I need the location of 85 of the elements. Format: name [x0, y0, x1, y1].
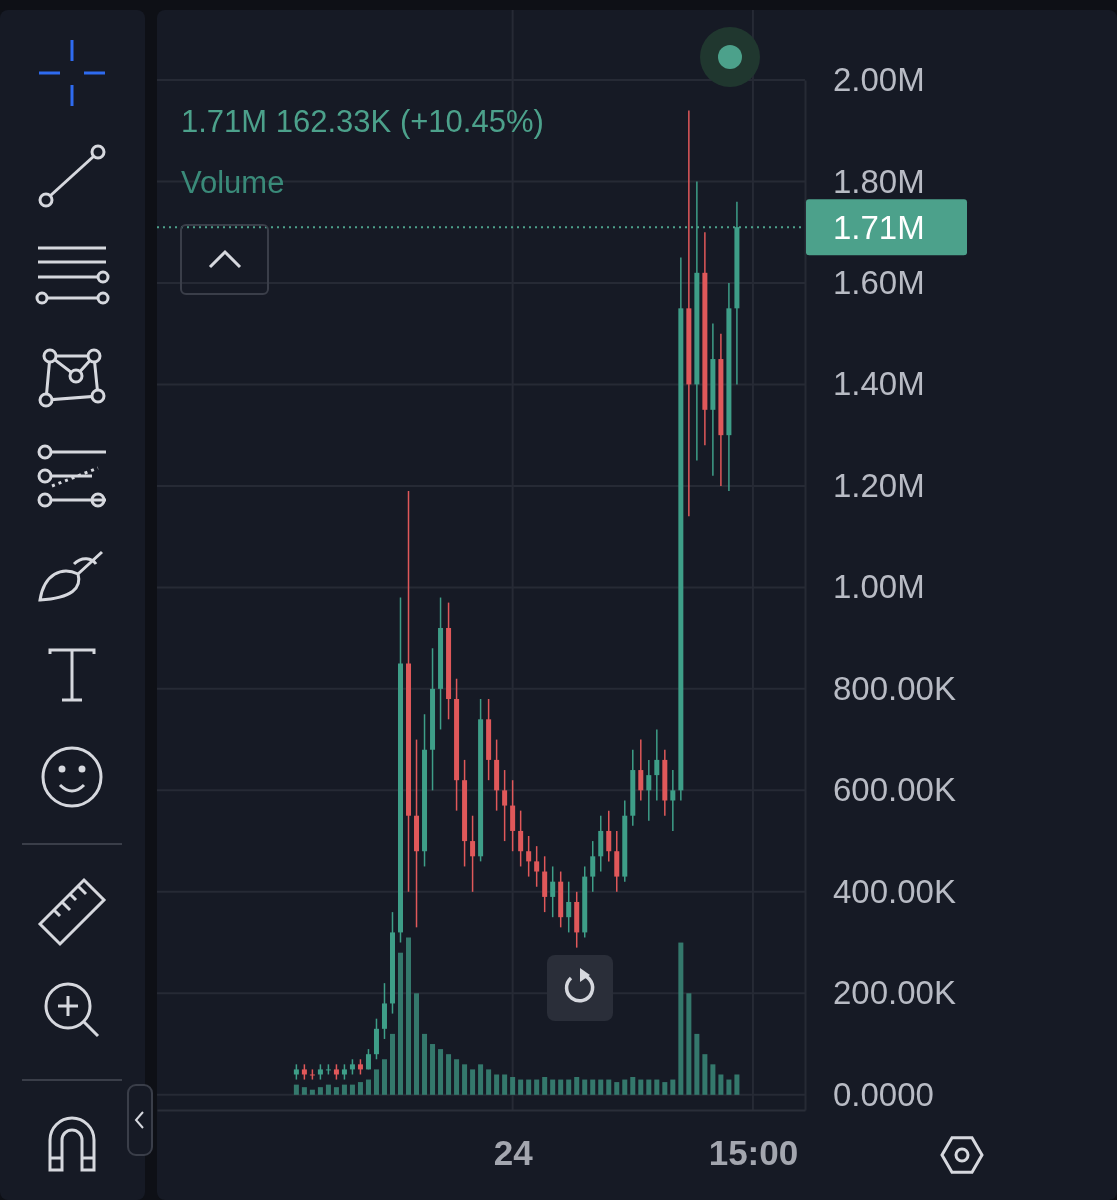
bar: [734, 1074, 740, 1095]
bar: [430, 1044, 436, 1095]
bar: [710, 1064, 716, 1095]
candlestick: [654, 728, 660, 802]
bar: [718, 1074, 724, 1095]
bar: [454, 1059, 460, 1095]
y-tick-label: 400.00K: [833, 872, 956, 910]
candlestick: [566, 880, 572, 934]
bar: [646, 1079, 652, 1095]
bar: [590, 1079, 596, 1095]
bar: [630, 1077, 636, 1095]
candlestick: [502, 769, 508, 842]
bar: [726, 1079, 732, 1095]
text: 1.71M 162.33K (+10.45%): [181, 104, 544, 139]
y-tick-label: 1.80M: [833, 162, 925, 200]
bar: [694, 1033, 700, 1095]
bar: [341, 1084, 347, 1095]
bar: [622, 1079, 628, 1095]
bar: [670, 1079, 676, 1095]
bar: [478, 1064, 484, 1095]
text: Volume: [181, 165, 285, 200]
y-tick-label: 2.00M: [833, 61, 925, 99]
bar: [654, 1079, 660, 1095]
bar: [309, 1089, 315, 1095]
candlestick: [518, 809, 524, 868]
bar: [301, 1087, 307, 1095]
bar: [686, 993, 692, 1095]
bar: [325, 1084, 331, 1095]
bar: [614, 1082, 620, 1095]
y-tick-label: 1.00M: [833, 568, 925, 606]
bar: [438, 1049, 444, 1095]
bar: [518, 1079, 524, 1095]
candlestick: [534, 845, 540, 888]
bar: [582, 1079, 588, 1095]
bar: [598, 1079, 604, 1095]
bar: [550, 1079, 556, 1095]
ref-line-label: 1.71M: [833, 209, 925, 247]
bar: [422, 1033, 428, 1095]
candlestick: [638, 738, 644, 802]
bar: [486, 1069, 492, 1095]
y-tick-label: 1.40M: [833, 365, 925, 403]
bar: [470, 1069, 476, 1095]
y-tick-label: 800.00K: [833, 669, 956, 707]
candlestick: [470, 814, 476, 893]
candlestick: [646, 759, 652, 822]
bar: [317, 1087, 323, 1095]
y-tick-label: 1.20M: [833, 466, 925, 504]
bar: [678, 942, 684, 1095]
bar: [406, 937, 412, 1095]
bar: [542, 1077, 548, 1095]
candlestick: [670, 769, 676, 832]
candlestick: [590, 840, 596, 893]
bar: [558, 1079, 564, 1095]
bar: [534, 1079, 540, 1095]
bar: [638, 1079, 644, 1095]
y-tick-label: 0.0000: [833, 1075, 934, 1113]
bar: [398, 952, 403, 1095]
bar: [662, 1082, 668, 1095]
bar: [381, 1059, 387, 1095]
bar: [526, 1079, 532, 1095]
y-tick-label: 600.00K: [833, 771, 956, 809]
y-tick-label: 200.00K: [833, 974, 956, 1012]
bar: [389, 1033, 395, 1095]
bar: [446, 1054, 452, 1095]
bar: [365, 1079, 371, 1095]
candlestick: [606, 809, 612, 863]
bar: [566, 1079, 572, 1095]
bar: [502, 1074, 508, 1095]
bar: [373, 1069, 379, 1095]
bar: [494, 1074, 500, 1095]
bar: [702, 1054, 708, 1095]
bar: [293, 1084, 299, 1095]
x-tick-label: 15:00: [708, 1132, 799, 1172]
bar: [414, 993, 420, 1095]
bar: [333, 1087, 339, 1095]
bar: [510, 1077, 516, 1095]
candlestick: [550, 865, 556, 918]
y-tick-label: 1.60M: [833, 264, 925, 302]
bar: [606, 1079, 612, 1095]
bar: [349, 1084, 355, 1095]
bar: [574, 1077, 580, 1095]
candlestick: [526, 835, 532, 878]
bar: [462, 1064, 468, 1095]
x-tick-label: 24: [493, 1132, 534, 1172]
bar: [357, 1082, 363, 1095]
